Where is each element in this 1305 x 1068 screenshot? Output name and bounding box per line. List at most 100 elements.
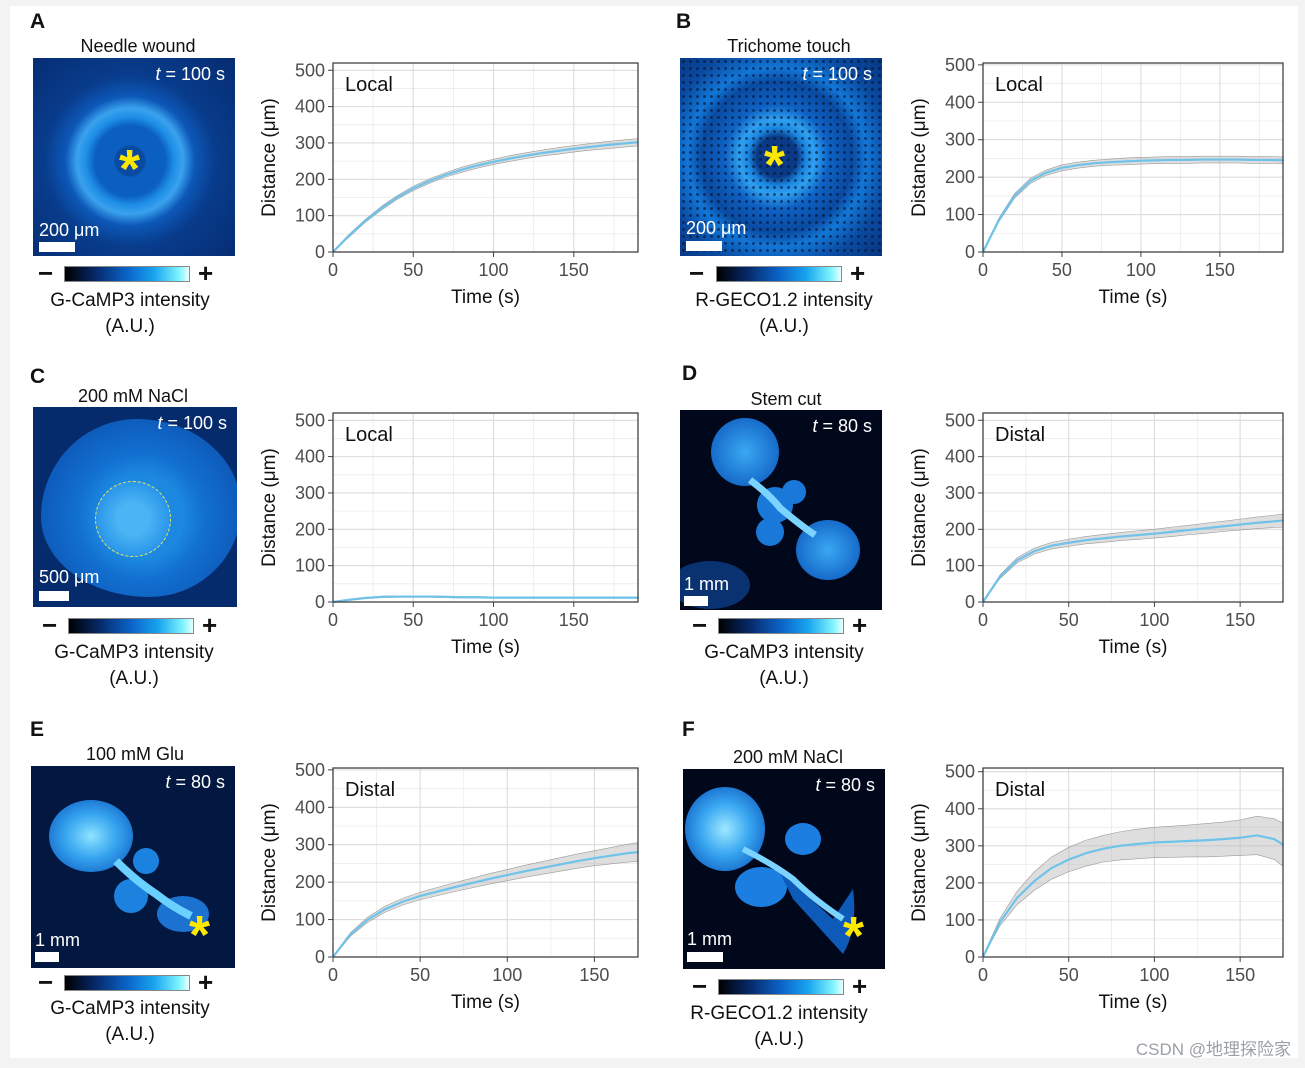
data-point — [444, 174, 447, 176]
data-point — [999, 575, 1002, 578]
colorbar-minus-b: − — [689, 258, 705, 288]
stimulus-marker-f: * — [843, 906, 865, 966]
data-point — [1204, 839, 1207, 842]
data-point — [1218, 158, 1221, 161]
y-tick-label: 100 — [945, 205, 975, 225]
data-point — [349, 933, 352, 936]
plot-annotation: Distal — [345, 779, 395, 801]
data-point — [454, 886, 456, 888]
data-point — [628, 852, 631, 854]
data-point — [524, 154, 527, 157]
data-point — [1170, 840, 1173, 843]
data-point — [508, 157, 511, 160]
distance-chart-c: 0 50 100 150 0 100 200 300 400 500 Local Time (s) Di… — [259, 410, 639, 658]
data-point — [444, 596, 447, 598]
distance-chart-e: 0 50 100 150 0 100 200 300 400 500 Distal Time (s) D… — [259, 760, 639, 1013]
data-point — [558, 863, 561, 866]
scale-bar-c — [39, 591, 69, 601]
scale-bar-e — [35, 952, 59, 962]
image-title-e: 100 mM Glu — [85, 744, 185, 764]
data-point — [1016, 559, 1019, 562]
colorbar-e — [64, 975, 190, 991]
y-tick-label: 500 — [295, 60, 325, 80]
plot-frame — [982, 767, 1284, 958]
time-label-e: t = 80 s — [165, 772, 225, 792]
y-tick-label: 0 — [315, 242, 325, 262]
x-tick-label: 150 — [1205, 260, 1235, 280]
data-point — [476, 596, 479, 599]
data-point — [364, 220, 367, 223]
data-point — [1033, 550, 1036, 553]
data-point — [364, 597, 367, 599]
data-point — [540, 596, 543, 599]
data-point — [1239, 523, 1242, 526]
y-tick-label: 500 — [945, 762, 975, 782]
x-tick-label: 50 — [410, 965, 430, 985]
data-point — [588, 596, 591, 599]
y-tick-label: 200 — [945, 519, 975, 539]
data-point — [366, 918, 369, 921]
series-line — [332, 851, 639, 958]
colorbar-plus-b: + — [850, 258, 866, 288]
data-point — [1155, 159, 1158, 162]
y-tick-label: 200 — [945, 167, 975, 187]
colorbar-label-f: R-GECO1.2 intensity (A.U.) — [690, 1003, 868, 1050]
y-axis-label: Distance (μm) — [909, 448, 930, 567]
data-point — [428, 595, 431, 598]
x-tick-label: 0 — [978, 965, 988, 985]
data-point — [1266, 159, 1269, 161]
panel-letter-d: D — [682, 362, 698, 385]
x-tick-label: 50 — [1052, 260, 1072, 280]
distance-chart-b: 0 50 100 150 0 100 200 300 400 500 Local Time (s) Di… — [909, 55, 1284, 308]
x-tick-label: 0 — [978, 610, 988, 630]
microscopy-image-e: t = 80 s * 1 mm — [31, 766, 235, 968]
colorbar-label-c: G-CaMP3 intensity (A.U.) — [54, 642, 214, 689]
x-tick-label: 100 — [1126, 260, 1156, 280]
data-point — [1136, 843, 1139, 845]
data-point — [621, 596, 623, 599]
plot-frame — [332, 62, 639, 253]
data-point — [593, 857, 596, 860]
data-point — [508, 596, 511, 599]
plot-annotation: Local — [995, 74, 1043, 96]
data-point — [412, 595, 415, 598]
x-axis-label: Time (s) — [1099, 637, 1168, 658]
y-tick-label: 100 — [945, 556, 975, 576]
y-tick-label: 500 — [945, 55, 975, 75]
data-point — [604, 144, 607, 147]
y-tick-label: 300 — [295, 835, 325, 855]
data-point — [1029, 179, 1032, 182]
y-axis-label: Distance (μm) — [259, 98, 280, 217]
x-tick-label: 150 — [559, 610, 589, 630]
plot-annotation: Distal — [995, 779, 1045, 801]
data-point — [460, 168, 463, 171]
data-point — [1050, 867, 1053, 869]
data-point — [419, 895, 422, 897]
microscopy-image-d: t = 80 s 1 mm — [680, 410, 882, 610]
time-label-a: t = 100 s — [155, 64, 225, 84]
data-point — [1203, 158, 1205, 161]
x-tick-label: 0 — [978, 260, 988, 280]
data-point — [1187, 840, 1190, 842]
scale-bar-d — [684, 596, 708, 606]
x-tick-label: 150 — [559, 260, 589, 280]
scale-bar-f — [687, 952, 723, 962]
scale-label-c: 500 μm — [39, 567, 100, 587]
data-point — [396, 595, 399, 598]
y-tick-label: 300 — [945, 836, 975, 856]
x-tick-label: 100 — [479, 260, 509, 280]
data-point — [1239, 836, 1242, 839]
y-tick-label: 400 — [945, 447, 975, 467]
plot-frame — [332, 412, 639, 603]
y-tick-label: 400 — [295, 447, 325, 467]
x-tick-label: 0 — [328, 260, 338, 280]
data-point — [1139, 159, 1142, 162]
x-tick-label: 150 — [579, 965, 609, 985]
colorbar-minus-d: − — [692, 610, 708, 640]
x-axis-label: Time (s) — [1099, 992, 1168, 1013]
region-of-interest-c — [95, 481, 171, 557]
data-point — [488, 877, 491, 880]
data-point — [1102, 537, 1104, 540]
data-point — [348, 234, 350, 237]
data-point — [556, 596, 559, 599]
